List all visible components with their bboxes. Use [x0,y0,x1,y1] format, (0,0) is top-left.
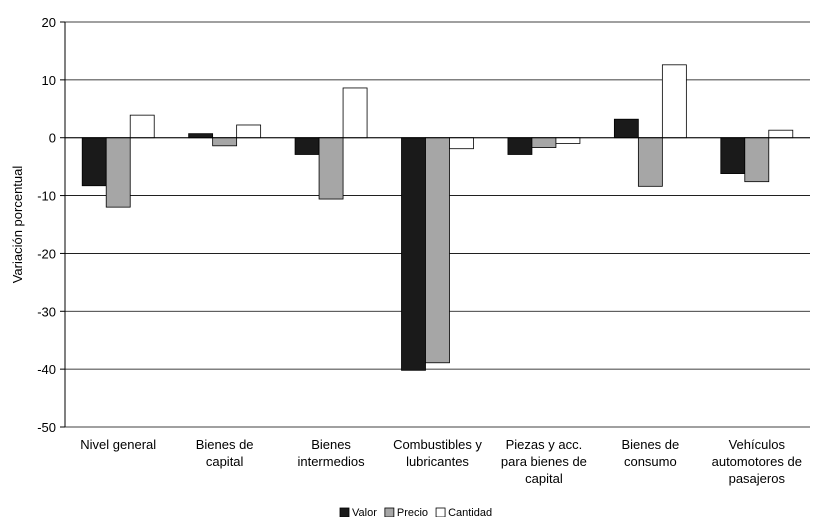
legend-swatch-cantidad [436,508,445,517]
y-tick-label: -20 [37,246,56,261]
bar-cantidad [556,138,580,144]
bar-precio [319,138,343,199]
y-tick-label: -10 [37,189,56,204]
bar-precio [213,138,237,146]
bar-precio [532,138,556,148]
y-tick-labels: 20 10 0 -10 -20 -30 -40 -50 [37,15,56,435]
bar-cantidad [237,125,261,138]
x-category-label: Bienes de capital [196,437,254,469]
legend-swatch-valor [340,508,349,517]
y-tick-label: 10 [42,73,56,88]
x-category-label: Nivel general [80,437,156,452]
bar-precio [638,138,662,187]
bar-valor [614,119,638,138]
x-category-label: Piezas y acc. para bienes de capital [501,437,587,486]
bar-cantidad [450,138,474,149]
bar-cantidad [130,115,154,138]
x-category-label: Bienes de consumo [621,437,679,469]
legend-label-cantidad: Cantidad [448,507,492,517]
bar-cantidad [769,130,793,138]
y-tick-label: -50 [37,420,56,435]
bar-valor [189,134,213,138]
x-category-label: Vehículos automotores de pasajeros [712,437,802,486]
bar-valor [402,138,426,371]
bars [82,65,793,370]
y-tick-label: 20 [42,15,56,30]
legend-label-precio: Precio [397,507,428,517]
legend-swatch-precio [385,508,394,517]
x-category-labels: Nivel general Bienes de capital Bienes inter… [80,437,802,486]
legend-label-valor: Valor [352,507,377,517]
legend: Valor Precio Cantidad [340,507,492,517]
bar-valor [295,138,319,155]
x-category-label: Bienes intermedios [297,437,365,469]
bar-valor [721,138,745,174]
x-category-label: Combustibles y lubricantes [393,437,482,469]
bar-valor [508,138,532,155]
bar-precio [106,138,130,207]
bar-valor [82,138,106,186]
bar-cantidad [662,65,686,138]
y-axis-label: Variación porcentual [10,166,25,284]
y-tick-label: -40 [37,362,56,377]
bar-precio [426,138,450,363]
y-tick-label: 0 [49,131,56,146]
y-tick-label: -30 [37,304,56,319]
bar-precio [745,138,769,182]
bar-cantidad [343,88,367,138]
